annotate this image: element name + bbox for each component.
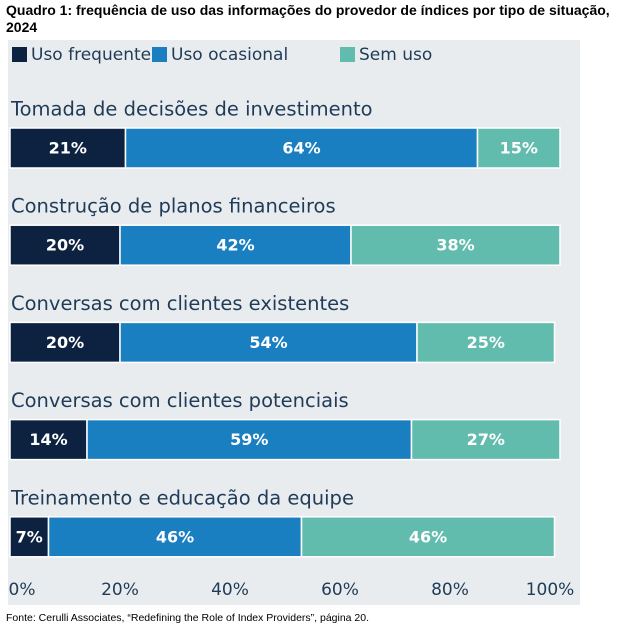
value-label: 7% bbox=[16, 527, 43, 546]
x-tick-label: 20% bbox=[101, 580, 139, 600]
value-label: 38% bbox=[436, 236, 474, 255]
value-label: 59% bbox=[230, 430, 268, 449]
value-label: 15% bbox=[500, 139, 538, 158]
bar-segment bbox=[119, 224, 352, 266]
category-label: Conversas com clientes existentes bbox=[11, 292, 349, 315]
legend-label: Uso ocasional bbox=[171, 45, 288, 65]
legend-swatch bbox=[152, 47, 167, 62]
bar-segment bbox=[476, 127, 561, 169]
bar-segment bbox=[9, 224, 121, 266]
x-tick-label: 0% bbox=[9, 580, 36, 600]
category-label: Construção de planos financeiros bbox=[11, 195, 336, 218]
category-label: Conversas com clientes potenciais bbox=[11, 389, 349, 412]
value-label: 27% bbox=[467, 430, 505, 449]
x-tick-label: 40% bbox=[211, 580, 249, 600]
bar-segment bbox=[416, 321, 556, 364]
value-label: 14% bbox=[29, 430, 67, 449]
chart-title: Quadro 1: frequência de uso das informaç… bbox=[6, 2, 610, 35]
bar-segment bbox=[9, 516, 50, 558]
bar-segment bbox=[119, 321, 418, 364]
category-label: Treinamento e educação da equipe bbox=[10, 486, 354, 509]
x-tick-label: 80% bbox=[431, 580, 469, 600]
bar-segment bbox=[350, 224, 561, 266]
legend-label: Sem uso bbox=[359, 45, 432, 65]
value-label: 21% bbox=[49, 139, 87, 158]
x-tick-label: 100% bbox=[526, 580, 575, 600]
bar-segment bbox=[47, 516, 303, 558]
bar-segment bbox=[9, 418, 88, 461]
legend-label: Uso frequente bbox=[31, 45, 151, 65]
category-label: Tomada de decisões de investimento bbox=[10, 98, 373, 121]
value-label: 20% bbox=[46, 236, 84, 255]
value-label: 46% bbox=[156, 527, 194, 546]
value-label: 20% bbox=[46, 333, 84, 352]
bar-segment bbox=[124, 127, 479, 169]
bar-segment bbox=[300, 516, 556, 558]
legend-swatch bbox=[12, 47, 27, 62]
source-note: Fonte: Cerulli Associates, “Redefining t… bbox=[6, 612, 370, 624]
value-label: 54% bbox=[249, 333, 287, 352]
chart: Uso frequente Uso ocasional Sem uso 0% 20% 40… bbox=[8, 40, 580, 605]
value-label: 64% bbox=[282, 139, 320, 158]
x-tick-label: 60% bbox=[321, 580, 359, 600]
bar-segment bbox=[9, 127, 127, 169]
bar-segment bbox=[410, 418, 561, 461]
legend-swatch bbox=[340, 47, 355, 62]
bar-segment bbox=[86, 418, 413, 461]
value-label: 46% bbox=[409, 527, 447, 546]
value-label: 25% bbox=[467, 333, 505, 352]
value-label: 42% bbox=[216, 236, 254, 255]
